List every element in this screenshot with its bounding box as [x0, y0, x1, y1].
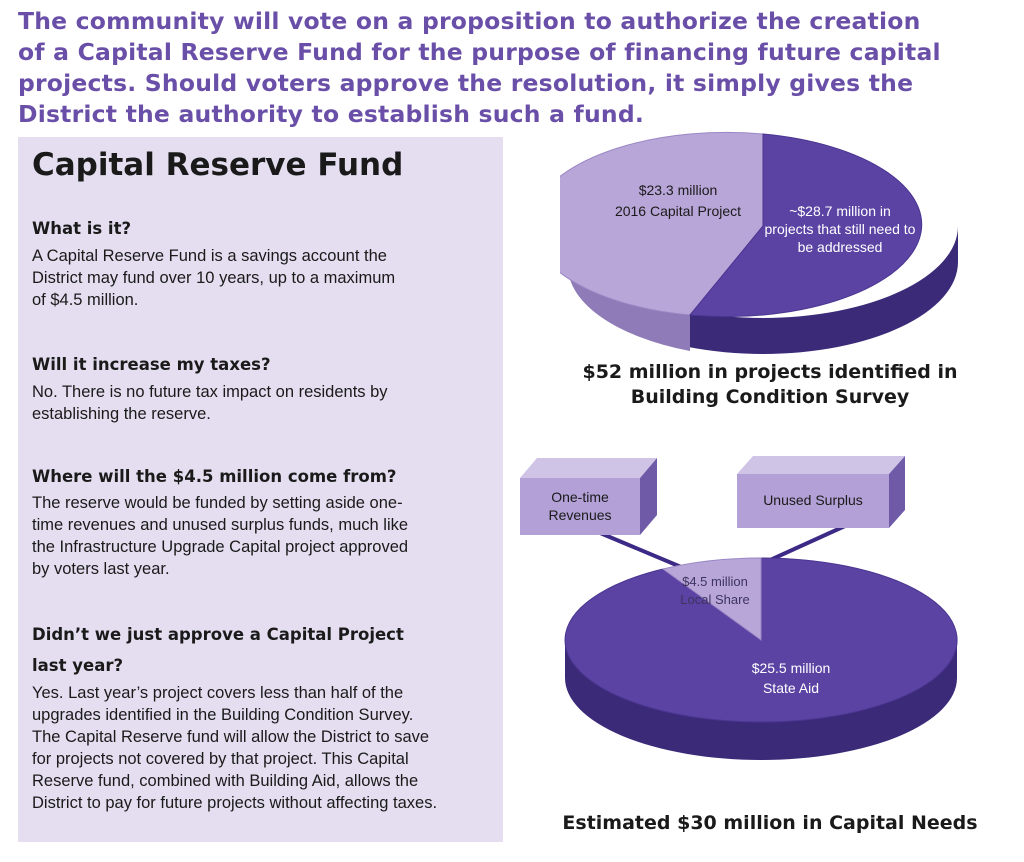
pie1-label-b-line2: projects that still need to: [765, 221, 916, 237]
question-line: Didn’t we just approve a Capital Project: [32, 625, 404, 644]
answer-line: of $4.5 million.: [32, 291, 139, 309]
answer-line: for projects not covered by that project…: [32, 750, 409, 768]
answer-line: No. There is no future tax impact on res…: [32, 383, 388, 401]
pie-chart-building-survey: $23.3 million 2016 Capital Project ~$28.…: [560, 131, 958, 354]
answer-line: upgrades identified in the Building Cond…: [32, 706, 414, 724]
answer-line: the Infrastructure Upgrade Capital proje…: [32, 538, 409, 556]
pie1-slice-capital-project: [560, 131, 764, 316]
answer-funding-source: The reserve would be funded by setting a…: [32, 492, 492, 580]
question-what-is-it: What is it?: [32, 217, 492, 241]
question-line: last year?: [32, 656, 124, 675]
pie1-caption: $52 million in projects identified in Bu…: [520, 360, 1020, 410]
question-taxes: Will it increase my taxes?: [32, 353, 492, 377]
answer-line: by voters last year.: [32, 560, 170, 578]
pie2-side: [565, 640, 957, 760]
answer-line: District may fund over 10 years, up to a…: [32, 269, 396, 287]
answer-taxes: No. There is no future tax impact on res…: [32, 381, 492, 425]
pie2-slice-local-share: [661, 557, 762, 641]
box-left-line1: One-time: [551, 489, 609, 505]
pie1-side-light: [567, 226, 690, 351]
box-unused-surplus: Unused Surplus: [737, 456, 905, 528]
caption-line: Building Condition Survey: [630, 386, 910, 408]
question-line: Where will the $4.5 million come from?: [32, 467, 397, 486]
box-one-time-revenues: One-time Revenues: [520, 458, 657, 535]
connector-line: [592, 528, 694, 574]
answer-line: time revenues and unused surplus funds, …: [32, 516, 409, 534]
answer-line: The reserve would be funded by setting a…: [32, 494, 403, 512]
pie2-label-b-line1: $25.5 million: [752, 660, 831, 676]
answer-line: establishing the reserve.: [32, 405, 211, 423]
pie2-label-b-line2: State Aid: [763, 680, 819, 696]
question-line: Will it increase my taxes?: [32, 355, 271, 374]
intro-line: District the authority to establish such…: [18, 100, 644, 128]
intro-text: The community will vote on a proposition…: [18, 6, 1008, 130]
panel-title: Capital Reserve Fund: [32, 147, 404, 183]
question-line: What is it?: [32, 219, 132, 238]
box-right-line1: Unused Surplus: [763, 492, 863, 508]
pie1-label-b-line3: be addressed: [798, 239, 883, 255]
caption-line: $52 million in projects identified in: [582, 361, 958, 383]
answer-last-year: Yes. Last year’s project covers less tha…: [32, 682, 492, 814]
pie1-slice-remaining-projects: [689, 133, 923, 318]
pie2-label-a-line2: Local Share: [680, 592, 749, 607]
intro-line: of a Capital Reserve Fund for the purpos…: [18, 38, 941, 66]
box-left-line2: Revenues: [548, 507, 611, 523]
pie2-label-a-line1: $4.5 million: [682, 574, 748, 589]
answer-line: A Capital Reserve Fund is a savings acco…: [32, 247, 387, 265]
pie1-label-b-line1: ~$28.7 million in: [789, 203, 891, 219]
answer-line: Reserve fund, combined with Building Aid…: [32, 772, 419, 790]
question-last-year: Didn’t we just approve a Capital Project…: [32, 619, 492, 681]
info-panel: Capital Reserve Fund What is it? A Capit…: [18, 137, 503, 842]
answer-line: District to pay for future projects with…: [32, 794, 438, 812]
question-funding-source: Where will the $4.5 million come from?: [32, 465, 492, 489]
pie2-caption: Estimated $30 million in Capital Needs: [562, 812, 978, 834]
intro-line: projects. Should voters approve the reso…: [18, 69, 914, 97]
pie1-label-a-line2: 2016 Capital Project: [615, 203, 741, 219]
pie-chart-capital-needs: One-time Revenues Unused Surplus $4.5 mi…: [520, 456, 958, 760]
intro-line: The community will vote on a proposition…: [18, 7, 921, 35]
answer-line: Yes. Last year’s project covers less tha…: [32, 684, 404, 702]
answer-line: The Capital Reserve fund will allow the …: [32, 728, 430, 746]
pie1-label-a-line1: $23.3 million: [639, 182, 718, 198]
answer-what-is-it: A Capital Reserve Fund is a savings acco…: [32, 245, 492, 311]
